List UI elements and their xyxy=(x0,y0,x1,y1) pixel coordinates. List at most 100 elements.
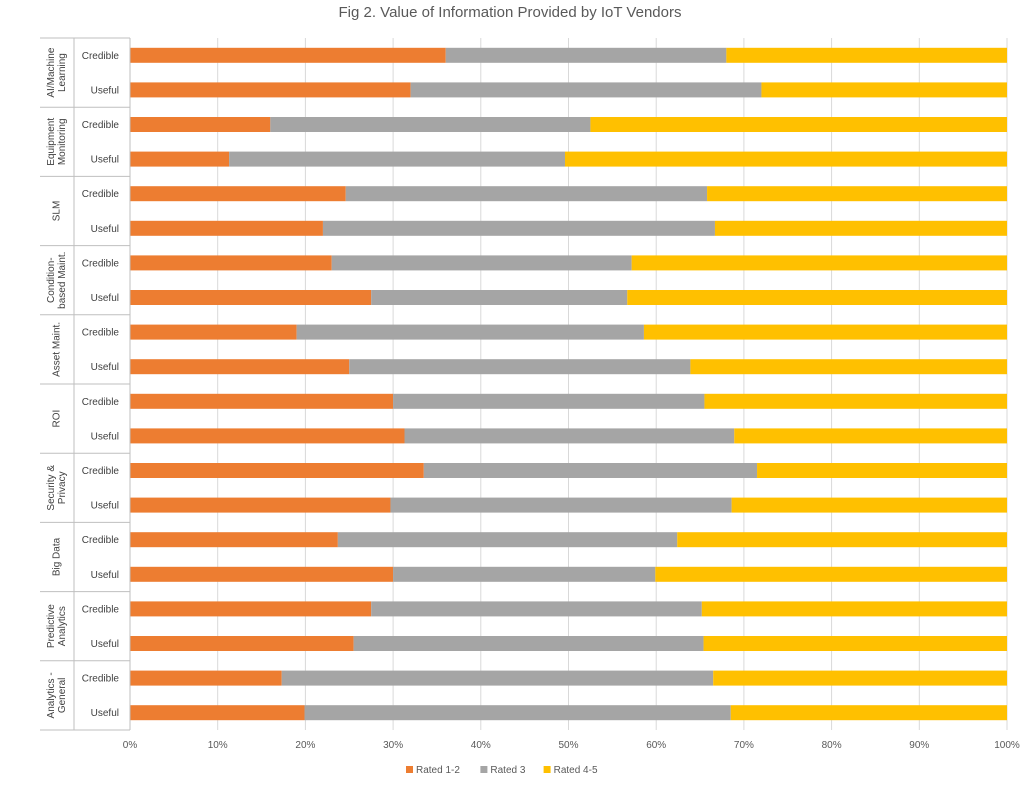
bar-segment-rated-4-5 xyxy=(726,47,1007,63)
bar-segment-rated-3 xyxy=(281,670,714,686)
group-label: PredictiveAnalytics xyxy=(46,604,68,648)
bar-segment-rated-3 xyxy=(353,636,704,651)
x-tick-label: 80% xyxy=(822,740,842,751)
bar-segment-rated-4-5 xyxy=(627,290,1007,305)
category-label: Credible xyxy=(82,674,120,685)
legend: Rated 1-2 Rated 3 Rated 4-5 xyxy=(406,765,598,776)
group-label-line: Security & xyxy=(46,465,57,511)
bar-segment-rated-1-2 xyxy=(130,393,394,409)
x-tick-label: 50% xyxy=(558,740,578,751)
group-label: Asset Maint. xyxy=(52,322,63,377)
bar-segment-rated-1-2 xyxy=(130,428,405,444)
x-tick-label: 70% xyxy=(734,740,754,751)
bar-segment-rated-1-2 xyxy=(130,705,305,721)
bar-segment-rated-1-2 xyxy=(130,290,372,305)
category-label: Credible xyxy=(82,397,120,408)
group-label: AI/MachineLearning xyxy=(46,47,68,97)
bar-segment-rated-3 xyxy=(390,497,732,513)
bar-segment-rated-4-5 xyxy=(730,705,1007,721)
category-label: Useful xyxy=(91,224,119,235)
bar-segment-rated-4-5 xyxy=(761,82,1007,98)
bar-segment-rated-1-2 xyxy=(130,566,394,582)
legend-label: Rated 4-5 xyxy=(554,765,598,776)
bar-segment-rated-3 xyxy=(270,117,591,132)
bar-segment-rated-1-2 xyxy=(130,636,354,651)
group-label-line: SLM xyxy=(52,201,63,222)
category-label: Useful xyxy=(91,501,119,512)
bar-segment-rated-1-2 xyxy=(130,82,411,98)
bar-segment-rated-3 xyxy=(393,393,705,409)
legend-swatch xyxy=(406,766,413,773)
bar-segment-rated-3 xyxy=(371,601,702,617)
bar-segment-rated-4-5 xyxy=(564,151,1007,167)
category-label: Useful xyxy=(91,708,119,719)
bar-segment-rated-4-5 xyxy=(655,566,1007,582)
legend-label: Rated 3 xyxy=(490,765,525,776)
group-label-line: based Maint. xyxy=(57,252,68,309)
group-label: Big Data xyxy=(52,537,63,576)
bar-segment-rated-4-5 xyxy=(643,324,1007,340)
bar-segment-rated-3 xyxy=(423,463,758,478)
bar-segment-rated-4-5 xyxy=(757,463,1007,478)
group-label-line: Privacy xyxy=(57,471,68,504)
category-label: Credible xyxy=(82,258,120,269)
bar-segment-rated-3 xyxy=(337,532,678,548)
group-label-line: Condition- xyxy=(46,257,57,303)
group-label-line: Analytics xyxy=(57,606,68,646)
x-tick-label: 0% xyxy=(123,740,138,751)
bar-segment-rated-3 xyxy=(445,47,727,63)
category-label: Useful xyxy=(91,85,119,96)
bar-segment-rated-4-5 xyxy=(690,359,1007,375)
category-label: Useful xyxy=(91,431,119,442)
group-label-line: Big Data xyxy=(52,537,63,576)
bar-segment-rated-3 xyxy=(322,220,715,236)
bar-segment-rated-4-5 xyxy=(631,255,1007,271)
bar-segment-rated-3 xyxy=(345,186,708,202)
x-tick-labels: 0% 10% 20% 30% 40% 50% 60% 70% 80% 90% 100% xyxy=(123,740,1020,751)
bar-segment-rated-1-2 xyxy=(130,151,230,167)
x-tick-label: 20% xyxy=(295,740,315,751)
category-label: Useful xyxy=(91,639,119,650)
legend-swatch xyxy=(543,766,551,773)
bar-segment-rated-4-5 xyxy=(713,670,1007,686)
bar-segment-rated-4-5 xyxy=(677,532,1007,548)
bar-segment-rated-1-2 xyxy=(130,47,446,63)
group-label-line: AI/Machine xyxy=(46,47,57,97)
x-tick-label: 40% xyxy=(471,740,491,751)
group-label-line: ROI xyxy=(52,410,63,428)
category-labels: Credible Useful Credible Useful Credible Usef… xyxy=(46,47,119,719)
bar-segment-rated-3 xyxy=(410,82,762,98)
bar-segment-rated-3 xyxy=(229,151,565,167)
bar-segment-rated-4-5 xyxy=(590,117,1007,132)
bar-segment-rated-1-2 xyxy=(130,220,323,236)
bar-segment-rated-1-2 xyxy=(130,255,332,271)
bar-segment-rated-1-2 xyxy=(130,186,346,202)
bar-segment-rated-1-2 xyxy=(130,601,372,617)
bar-segment-rated-3 xyxy=(404,428,735,444)
group-label-line: Monitoring xyxy=(57,118,68,165)
bar-segment-rated-4-5 xyxy=(714,220,1007,236)
category-label: Credible xyxy=(82,51,120,62)
bar-segment-rated-1-2 xyxy=(130,359,350,375)
bar-segment-rated-4-5 xyxy=(704,393,1007,409)
x-tick-label: 60% xyxy=(646,740,666,751)
group-label-line: Equipment xyxy=(46,118,57,166)
bar-segment-rated-3 xyxy=(304,705,731,721)
bar-segment-rated-1-2 xyxy=(130,324,297,340)
legend-item: Rated 4-5 xyxy=(543,765,598,776)
category-label: Credible xyxy=(82,466,120,477)
chart-title: Fig 2. Value of Information Provided by … xyxy=(339,4,682,21)
legend-item: Rated 1-2 xyxy=(406,765,460,776)
category-label: Useful xyxy=(91,570,119,581)
group-label: Security &Privacy xyxy=(46,465,68,511)
group-label: SLM xyxy=(52,201,63,222)
bar-segment-rated-3 xyxy=(331,255,632,271)
category-label: Credible xyxy=(82,120,120,131)
category-label: Useful xyxy=(91,293,119,304)
bar-segment-rated-4-5 xyxy=(703,636,1007,651)
legend-label: Rated 1-2 xyxy=(416,765,460,776)
category-label: Useful xyxy=(91,155,119,166)
x-tick-label: 10% xyxy=(208,740,228,751)
bar-segment-rated-3 xyxy=(296,324,644,340)
